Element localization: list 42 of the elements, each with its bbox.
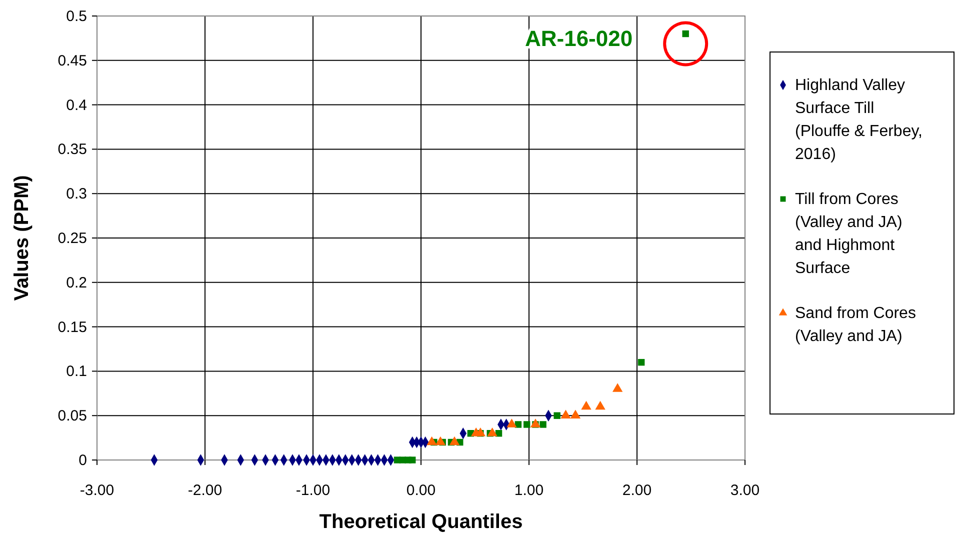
y-tick-label: 0.05	[58, 408, 87, 425]
point	[612, 383, 623, 392]
point	[581, 400, 592, 410]
y-tick-label: 0.4	[66, 96, 87, 114]
point	[638, 358, 645, 366]
point	[570, 410, 581, 419]
x-tick-label: 0.00	[406, 482, 436, 499]
x-tick-label: 3.00	[730, 482, 760, 499]
point	[595, 400, 606, 410]
y-tick-label: 0.45	[58, 52, 87, 70]
x-axis-title: Theoretical Quantiles	[319, 511, 523, 533]
point	[682, 30, 689, 38]
y-tick-label: 0	[78, 452, 87, 469]
x-tick-label: -2.00	[188, 482, 222, 499]
legend-label: Sand from Cores (Valley and JA)	[795, 305, 916, 345]
point	[449, 436, 460, 446]
point	[530, 418, 541, 428]
y-tick-label: 0.1	[66, 363, 87, 380]
y-axis-title: Values (PPM)	[11, 175, 33, 301]
point	[554, 412, 560, 419]
point	[540, 421, 546, 428]
y-tick-label: 0.25	[58, 230, 87, 247]
y-tick-label: 0.15	[58, 318, 87, 336]
point	[475, 427, 486, 436]
point	[435, 436, 446, 446]
y-tick-label: 0.3	[66, 186, 87, 203]
x-tick-label: 2.00	[622, 482, 652, 499]
legend-label: Highland Valley Surface Till (Plouffe & Ferbey, 2016)	[795, 77, 922, 163]
point	[514, 421, 522, 428]
point	[487, 427, 498, 436]
point	[560, 410, 571, 419]
legend-label: Till from Cores (Valley and JA) and Highmont Surface	[795, 191, 902, 277]
y-tick-label: 0.5	[66, 8, 87, 25]
y-tick-label: 0.2	[66, 274, 87, 292]
y-tick-label: 0.35	[58, 141, 87, 158]
x-tick-label: 1.00	[514, 482, 544, 499]
x-tick-label: -3.00	[80, 482, 114, 499]
point	[506, 418, 517, 428]
point	[523, 421, 530, 428]
point	[426, 436, 437, 446]
x-tick-label: -1.00	[296, 482, 330, 499]
point	[409, 456, 416, 464]
